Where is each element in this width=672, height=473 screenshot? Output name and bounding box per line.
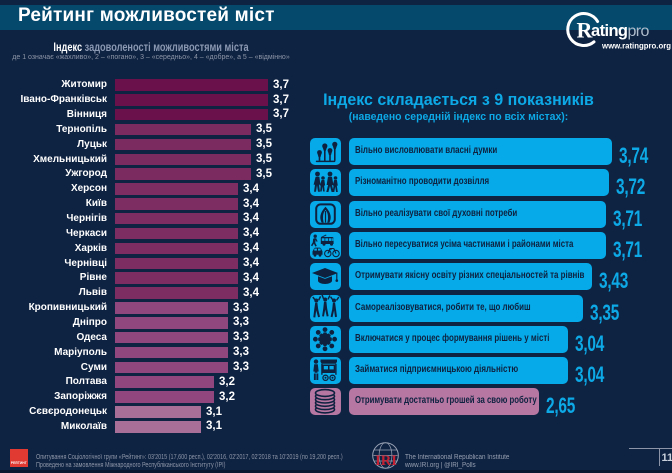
svg-text:IRI: IRI bbox=[375, 453, 397, 469]
svg-text:pro: pro bbox=[628, 23, 650, 40]
svg-text:R: R bbox=[577, 18, 594, 43]
svg-text:ating: ating bbox=[591, 22, 627, 40]
svg-text:www.ratingpro.org: www.ratingpro.org bbox=[601, 41, 671, 50]
